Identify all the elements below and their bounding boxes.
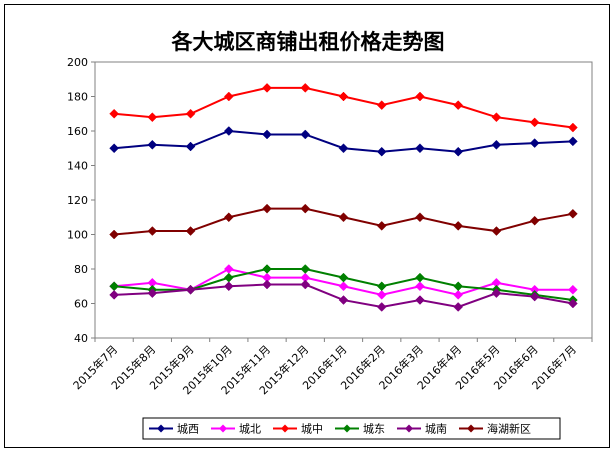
data-point (376, 302, 387, 312)
data-point (529, 117, 540, 128)
data-point (529, 138, 540, 148)
legend-item: 城东 (335, 423, 385, 436)
data-point (338, 143, 349, 154)
legend-marker (281, 424, 289, 433)
data-point (262, 264, 272, 274)
data-point (223, 126, 234, 136)
y-tick-label: 60 (74, 298, 88, 311)
data-point (300, 279, 311, 290)
series-5 (109, 279, 578, 312)
data-point (491, 226, 502, 236)
y-tick-label: 180 (67, 91, 88, 104)
data-point (338, 212, 349, 223)
data-point (568, 284, 578, 295)
data-point (338, 91, 349, 102)
data-point (568, 136, 578, 147)
chart-title: 各大城区商铺出租价格走势图 (171, 30, 445, 54)
data-point (568, 122, 578, 133)
data-point (453, 281, 464, 292)
data-point (262, 129, 272, 140)
data-point (529, 291, 540, 302)
data-point (415, 212, 425, 223)
data-point (262, 279, 272, 290)
data-point (185, 141, 196, 152)
data-point (376, 146, 387, 157)
data-point (453, 221, 464, 231)
legend-marker (405, 424, 413, 433)
data-point (415, 143, 425, 154)
data-point (491, 288, 502, 299)
legend-label: 城南 (425, 423, 447, 436)
data-point (109, 143, 119, 154)
data-point (223, 281, 234, 292)
legend-label: 城西 (177, 423, 199, 436)
data-point (376, 281, 387, 292)
data-point (300, 83, 311, 93)
y-tick-label: 80 (74, 263, 88, 276)
data-point (147, 226, 158, 236)
data-point (300, 129, 311, 140)
data-point (338, 281, 349, 292)
data-point (262, 203, 272, 214)
data-point (568, 298, 578, 309)
data-point (415, 281, 425, 292)
series-1 (109, 126, 578, 157)
data-point (376, 100, 387, 110)
legend-item: 城南 (397, 423, 447, 436)
data-point (376, 290, 387, 300)
data-point (223, 212, 234, 223)
legend-marker (219, 424, 227, 433)
y-tick-label: 100 (67, 229, 88, 242)
y-tick-label: 120 (67, 194, 88, 207)
data-point (453, 302, 464, 312)
data-point (300, 264, 311, 274)
chart-frame: 各大城区商铺出租价格走势图 40 60 80 100 120 140 160 180 200 2… (4, 4, 610, 448)
data-point (262, 83, 272, 93)
data-point (453, 290, 464, 300)
legend-item: 城西 (149, 423, 199, 436)
legend-item: 城中 (273, 423, 323, 436)
y-tick-label: 160 (67, 125, 88, 138)
data-point (147, 112, 158, 123)
y-tick-label: 140 (67, 160, 88, 173)
data-point (529, 215, 540, 226)
legend: 城西 城北 城中 城东 城南 海湖新区 (142, 417, 561, 440)
data-point (376, 221, 387, 231)
data-point (338, 272, 349, 283)
series-3 (109, 83, 578, 133)
legend-marker (467, 424, 475, 433)
legend-marker (343, 424, 351, 433)
data-point (185, 284, 196, 295)
data-point (185, 226, 196, 236)
data-point (415, 272, 425, 283)
data-point (491, 112, 502, 123)
data-point (491, 139, 502, 150)
data-point (109, 108, 119, 119)
y-tick-label: 200 (67, 56, 88, 69)
legend-item: 城北 (211, 423, 261, 436)
y-tick-label: 40 (74, 332, 88, 345)
data-point (223, 91, 234, 102)
data-point (415, 295, 425, 305)
legend-label: 城东 (363, 423, 385, 436)
legend-label: 城北 (239, 423, 261, 436)
data-point (109, 290, 119, 300)
data-point (109, 229, 119, 240)
legend-item: 海湖新区 (459, 422, 531, 436)
series-6 (109, 203, 578, 240)
legend-label: 海湖新区 (487, 422, 531, 436)
data-point (147, 288, 158, 299)
data-point (568, 208, 578, 219)
data-point (453, 146, 464, 157)
legend-label: 城中 (301, 423, 323, 436)
data-point (147, 139, 158, 150)
legend-marker (157, 424, 165, 433)
data-point (338, 295, 349, 305)
data-point (453, 100, 464, 110)
data-point (185, 108, 196, 119)
data-point (415, 91, 425, 102)
data-point (300, 203, 311, 214)
